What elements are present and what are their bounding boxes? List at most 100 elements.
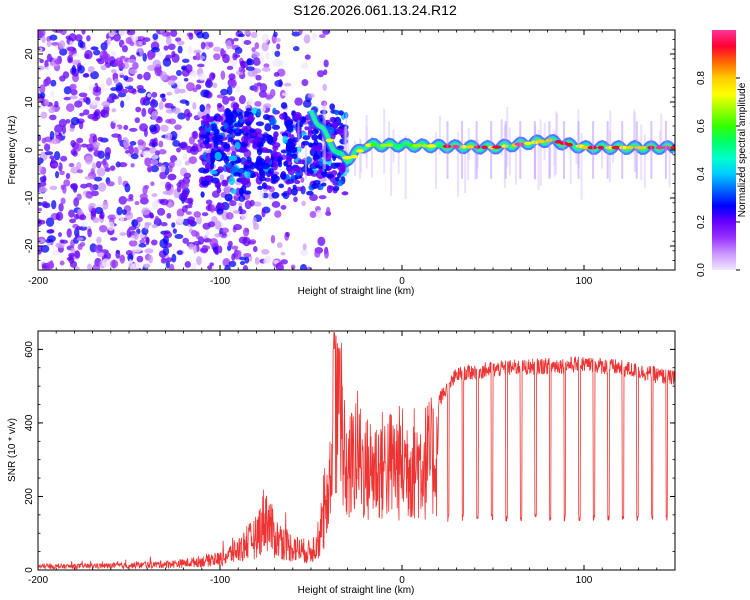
spectrogram-core-blob [306, 190, 314, 196]
spectrogram-core-blob [280, 149, 288, 154]
spectrogram-noise-blob [150, 98, 156, 106]
spectrogram-noise-blob [128, 240, 138, 247]
spectrogram-noise-blob [174, 233, 184, 240]
spectrogram-noise-blob [209, 204, 215, 213]
spectrogram-noise-blob [291, 31, 301, 37]
spectrogram-noise-blob [123, 138, 130, 148]
spectrogram-core-blob [228, 176, 235, 186]
spectrogram-noise-blob [98, 224, 108, 233]
spectrogram-noise-blob [108, 56, 116, 65]
spectrogram-noise-blob [234, 46, 243, 55]
spectrogram-core-blob [255, 121, 265, 127]
spectrogram-noise-blob [95, 160, 102, 169]
spectrogram-noise-blob [136, 85, 144, 90]
spectrogram-noise-blob [184, 108, 191, 117]
spectrogram-noise-blob [261, 67, 271, 72]
spectrogram-noise-blob [51, 249, 60, 256]
spectrogram-noise-blob [40, 92, 46, 99]
spectrogram-noise-blob [182, 189, 189, 199]
spectrogram-noise-blob [65, 118, 71, 124]
spectrogram-signal-peak [566, 142, 573, 147]
spectrogram-core-blob [273, 158, 278, 168]
spectrogram-noise-blob [252, 68, 262, 74]
spectrogram-noise-blob [83, 109, 90, 116]
spectrogram-noise-blob [49, 114, 57, 121]
spectrogram-noise-blob [197, 63, 205, 68]
spectrogram-noise-blob [51, 199, 57, 210]
spectrogram-noise-blob [214, 233, 222, 238]
spectrogram-core-blob [256, 147, 263, 156]
spectrogram-noise-blob [255, 74, 262, 81]
spectrogram-noise-blob [94, 207, 104, 215]
spectrogram-noise-blob [65, 35, 71, 40]
spectrogram-noise-blob [244, 30, 251, 35]
spectrogram-core-blob [205, 120, 210, 129]
spectrogram-core-blob [312, 159, 320, 166]
spectrogram-noise-blob [245, 66, 255, 71]
spectrogram-noise-blob [225, 40, 232, 50]
spectrogram-noise-blob [46, 261, 55, 270]
spectrogram-noise-blob [44, 66, 51, 71]
spectrogram-noise-blob [187, 45, 192, 55]
spectrogram-noise-blob [38, 65, 45, 71]
spectrogram-noise-blob [113, 33, 121, 42]
spectrogram-signal-peak [466, 145, 474, 149]
spectrogram-noise-blob [167, 43, 176, 51]
spectrogram-noise-blob [49, 155, 55, 160]
x-tick-label: -200 [28, 575, 48, 586]
spectrogram-core-blob [237, 111, 244, 120]
spectrogram-noise-blob [45, 217, 55, 227]
spectrogram-core-blob [337, 172, 342, 179]
spectrogram-noise-blob [226, 133, 236, 139]
spectrogram-noise-blob [252, 57, 261, 66]
spectrogram-noise-blob [188, 156, 198, 165]
spectrogram-noise-blob [233, 224, 242, 231]
spectrogram-noise-blob [54, 131, 59, 136]
spectrogram-noise-blob [38, 218, 42, 227]
spectrogram-noise-blob [223, 185, 233, 194]
spectrogram-core-blob [243, 164, 249, 170]
spectrogram-noise-blob [222, 95, 230, 105]
chart-title: S126.2026.061.13.24.R12 [293, 2, 457, 18]
spectrogram-signal-peak [655, 145, 664, 150]
spectrogram-noise-blob [90, 207, 97, 217]
spectrogram-noise-blob [49, 130, 55, 141]
spectrogram-noise-blob [133, 245, 143, 253]
spectrogram-noise-blob [152, 59, 162, 69]
spectrogram-core-blob [334, 109, 340, 116]
spectrogram-noise-blob [47, 229, 55, 234]
spectrogram-noise-blob [135, 106, 142, 113]
spectrogram-noise-blob [294, 97, 303, 106]
spectrogram-signal-peak [536, 139, 546, 144]
spectrogram-signal-peak [501, 144, 508, 148]
spectrogram-noise-blob [139, 47, 144, 57]
spectrogram-noise-blob [272, 58, 282, 67]
spectrogram-noise-blob [104, 146, 112, 156]
spectrogram-noise-blob [261, 208, 266, 218]
spectrogram-noise-blob [238, 95, 246, 105]
spectrogram-noise-blob [213, 46, 222, 52]
spectrogram-noise-blob [230, 58, 238, 67]
spectrogram-noise-blob [188, 243, 195, 250]
spectrogram-noise-blob [62, 184, 67, 194]
spectrogram-noise-blob [166, 91, 173, 96]
snr-series-line [38, 331, 675, 570]
spectrogram-noise-blob [132, 62, 139, 70]
spectrogram-noise-blob [117, 133, 122, 143]
spectrogram-noise-blob [71, 64, 76, 74]
spectrogram-signal-peak [452, 144, 460, 149]
spectrogram-noise-blob [57, 242, 65, 249]
spectrogram-core-blob [308, 169, 315, 175]
spectrogram-noise-blob [67, 46, 76, 52]
spectrogram-signal-peak [392, 143, 400, 147]
spectrogram-noise-blob [78, 92, 88, 98]
spectrogram-noise-blob [200, 89, 210, 98]
spectrogram-noise-blob [263, 103, 272, 109]
spectrogram-noise-blob [61, 124, 67, 134]
spectrogram-noise-blob [59, 75, 66, 82]
spectrogram-noise-blob [39, 84, 46, 94]
spectrogram-noise-blob [58, 40, 66, 49]
spectrogram-signal-peak [412, 143, 423, 148]
spectrogram-noise-blob [117, 92, 127, 98]
spectrogram-core-blob [304, 126, 309, 131]
